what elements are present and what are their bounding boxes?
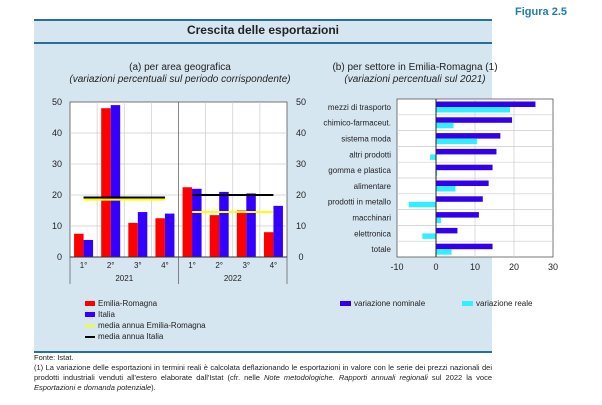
- bar-nominale: [436, 133, 501, 139]
- bar-italia: [246, 193, 256, 257]
- bar-nominale: [436, 101, 536, 107]
- x-tick: -10: [390, 262, 403, 272]
- bar-reale: [436, 249, 452, 255]
- bar-reale: [436, 217, 442, 224]
- x-tick: 4°: [161, 261, 169, 270]
- x-tick: 4°: [270, 261, 278, 270]
- footnote-source: Fonte: Istat.: [34, 353, 74, 362]
- y-category-label: macchinari: [352, 214, 391, 223]
- x-tick: 30: [548, 262, 558, 272]
- panel-a-subtitle: (variazioni percentuali sul periodo corr…: [69, 74, 291, 85]
- y-tick-left: 10: [52, 221, 62, 231]
- x-tick: 3°: [242, 261, 250, 270]
- y-tick-right: 10: [296, 221, 306, 231]
- bar-reale: [422, 233, 436, 239]
- x-tick: 1°: [188, 261, 196, 270]
- bar-reale: [436, 122, 454, 129]
- bar-reale: [436, 170, 438, 176]
- bar-reale: [436, 138, 477, 145]
- bar-italia: [164, 213, 175, 257]
- legend-swatch: [340, 301, 351, 306]
- bar-reale: [436, 186, 456, 192]
- bar-nominale: [436, 227, 458, 234]
- bar-reale: [436, 107, 511, 113]
- bar-nominale: [436, 164, 493, 171]
- legend-item-emilia-romagna: Emilia-Romagna: [85, 298, 206, 309]
- bar-emilia-romagna: [263, 232, 274, 257]
- figure-label: Figura 2.5: [515, 6, 567, 18]
- bar-nominale: [436, 212, 479, 218]
- y-category-label: alimentare: [354, 182, 392, 191]
- x-tick: 2°: [107, 261, 115, 270]
- bar-emilia-romagna: [182, 187, 193, 257]
- bar-emilia-romagna: [128, 222, 138, 257]
- legend-item-italia: Italia: [85, 309, 206, 320]
- legend-swatch: [85, 312, 95, 317]
- panel-b-subtitle: (variazioni percentuali sul 2021): [344, 74, 486, 85]
- y-tick-right: 20: [296, 190, 306, 200]
- figure-title: Crescita delle esportazioni: [34, 19, 492, 44]
- y-tick-left: 20: [52, 190, 62, 200]
- y-category-label: gomma e plastica: [328, 166, 391, 175]
- bar-italia: [192, 188, 202, 257]
- legend-b-reale: variazione reale: [462, 298, 532, 309]
- y-tick-right: 30: [296, 159, 306, 169]
- y-tick-right: 50: [296, 97, 306, 107]
- bar-nominale: [436, 180, 489, 186]
- x-group-label: 2021: [115, 274, 133, 283]
- x-tick: 0: [433, 262, 438, 272]
- panel-a-header: (a) per area geografica (variazioni perc…: [45, 62, 315, 86]
- bar-nominale: [436, 117, 513, 123]
- legend-b-nominale: variazione nominale: [340, 298, 425, 309]
- bar-nominale: [436, 148, 497, 155]
- bar-emilia-romagna: [236, 210, 247, 257]
- x-tick: 20: [509, 262, 519, 272]
- panel-a-title: (a) per area geografica: [129, 62, 231, 73]
- legend-line: [85, 324, 95, 327]
- legend-swatch: [462, 301, 473, 306]
- bar-italia: [83, 239, 94, 257]
- x-group-label: 2022: [224, 274, 242, 283]
- panel-b-header: (b) per settore in Emilia-Romagna (1) (v…: [330, 62, 500, 86]
- bar-emilia-romagna: [209, 215, 220, 257]
- bar-emilia-romagna: [101, 108, 111, 257]
- x-tick: 3°: [134, 261, 142, 270]
- bar-emilia-romagna: [155, 218, 165, 257]
- x-tick: 2°: [215, 261, 223, 270]
- y-tick-right: 0: [298, 252, 303, 262]
- y-category-label: chimico-farmaceut.: [323, 119, 391, 128]
- y-tick-left: 30: [52, 159, 62, 169]
- bar-nominale: [436, 243, 493, 250]
- x-tick: 10: [470, 262, 480, 272]
- bar-reale: [430, 154, 436, 160]
- footnote: Fonte: Istat. (1) La variazione delle es…: [34, 353, 492, 393]
- legend-a: Emilia-Romagna Italia media annua Emilia…: [85, 298, 206, 342]
- bar-emilia-romagna: [74, 233, 84, 257]
- bar-italia: [219, 191, 229, 257]
- y-category-label: sistema moda: [341, 135, 391, 144]
- y-tick-left: 50: [52, 97, 62, 107]
- y-category-label: elettronica: [354, 229, 391, 238]
- y-category-label: prodotti in metallo: [328, 198, 392, 207]
- footnote-note: (1) La variazione delle esportazioni in …: [34, 363, 492, 392]
- y-tick-left: 0: [57, 252, 62, 262]
- legend-item-media-it: media annua Italia: [85, 331, 206, 342]
- y-tick-left: 40: [52, 128, 62, 138]
- bar-italia: [137, 212, 148, 257]
- legend-item-media-er: media annua Emilia-Romagna: [85, 320, 206, 331]
- panel-b-title: (b) per settore in Emilia-Romagna (1): [332, 62, 498, 73]
- y-category-label: mezzi di trasporto: [328, 103, 392, 112]
- bar-italia: [110, 105, 121, 257]
- y-category-label: altri prodotti: [349, 150, 391, 159]
- legend-swatch: [85, 301, 95, 306]
- bar-reale: [408, 201, 436, 208]
- bar-nominale: [436, 196, 483, 202]
- y-category-label: totale: [371, 245, 391, 254]
- legend-line: [85, 335, 95, 338]
- y-tick-right: 40: [296, 128, 306, 138]
- bar-italia: [273, 205, 283, 257]
- x-tick: 1°: [80, 261, 88, 270]
